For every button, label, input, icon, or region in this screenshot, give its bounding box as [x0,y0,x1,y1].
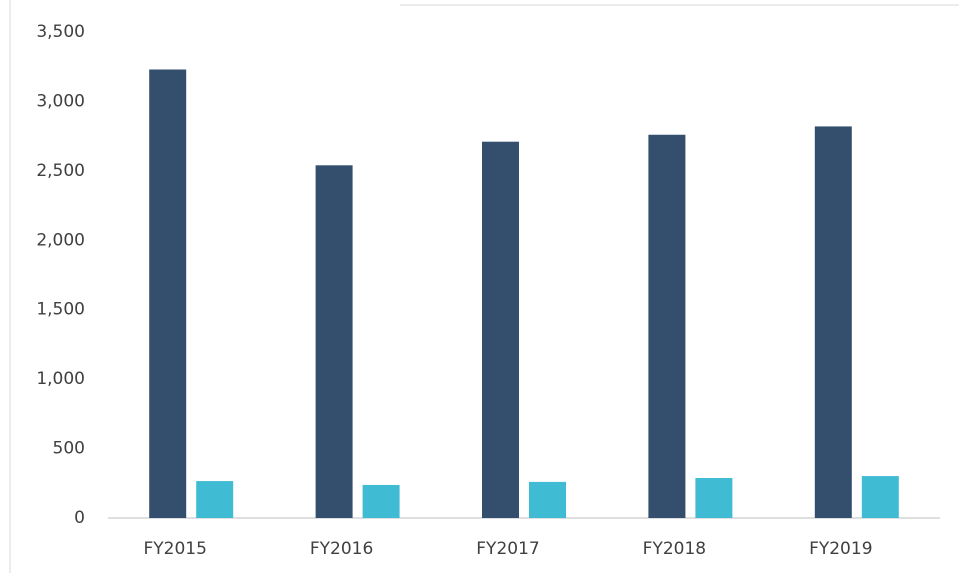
y-tick-label: 2,500 [36,161,85,181]
bar [814,126,852,519]
bar [861,476,899,518]
y-tick-label: 1,500 [36,300,85,320]
y-tick-label: 0 [74,508,85,528]
bar [362,484,400,518]
x-tick-label: FY2017 [476,539,539,559]
bar [149,69,187,519]
bar [482,141,519,518]
y-tick-label: 500 [53,439,85,459]
bar [196,481,234,518]
x-tick-label: FY2015 [143,539,206,559]
bar [529,481,566,518]
bar [695,478,733,518]
y-tick-label: 3,500 [36,22,85,42]
y-tick-label: 1,000 [36,369,85,389]
bar [648,134,686,519]
x-tick-label: FY2019 [809,539,872,559]
x-tick-label: FY2016 [310,539,373,559]
bar [315,165,353,518]
x-tick-label: FY2018 [643,539,706,559]
y-tick-label: 3,000 [36,91,85,111]
y-tick-label: 2,000 [36,230,85,250]
